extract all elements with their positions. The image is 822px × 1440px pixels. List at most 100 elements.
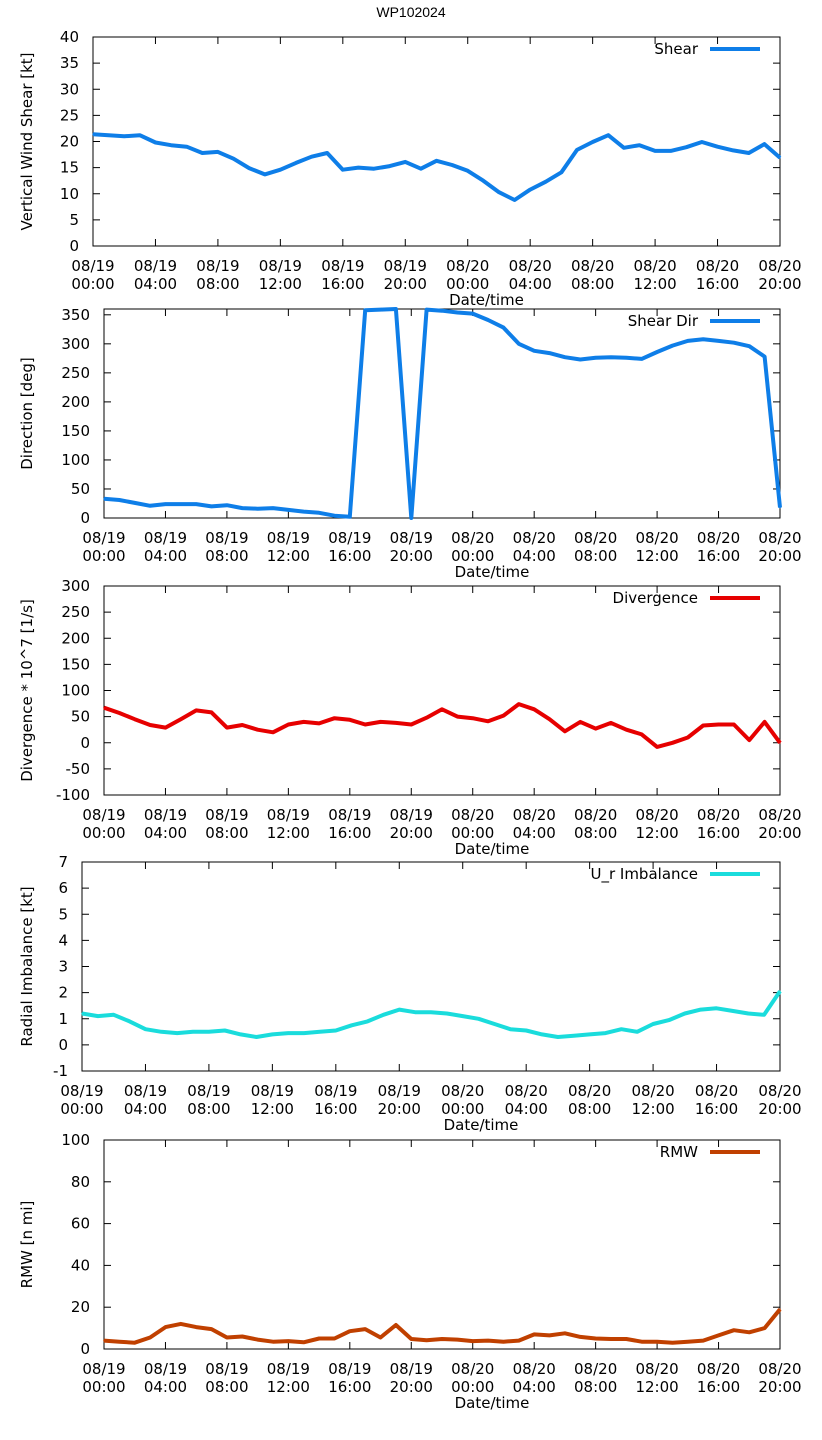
data-point <box>518 703 520 705</box>
x-tick-label-date: 08/19 <box>60 1082 103 1100</box>
chart-panel-2: 05010015020025030035008/1900:0008/1904:0… <box>18 306 802 581</box>
x-tick-label-time: 00:00 <box>82 547 125 565</box>
x-tick-label-time: 08:00 <box>568 1100 611 1118</box>
data-point <box>103 1339 105 1342</box>
data-point <box>451 164 453 166</box>
x-tick-label-date: 08/20 <box>633 257 676 275</box>
x-tick-label-date: 08/19 <box>205 1360 248 1378</box>
data-point <box>176 1032 178 1034</box>
data-point <box>466 170 469 172</box>
x-tick-label-time: 04:00 <box>509 275 552 293</box>
data-point <box>107 134 110 136</box>
data-point <box>699 1008 702 1011</box>
data-point <box>717 1334 720 1337</box>
data-point <box>509 1028 512 1030</box>
data-point <box>149 505 151 507</box>
x-tick-label-time: 12:00 <box>633 275 676 293</box>
data-point <box>533 350 535 352</box>
data-point <box>594 727 597 730</box>
data-point <box>573 1034 575 1037</box>
data-point <box>748 1331 751 1334</box>
x-tick-label-time: 04:00 <box>144 824 187 842</box>
x-tick-label-date: 08/19 <box>328 1360 371 1378</box>
y-tick-label: 15 <box>60 159 79 177</box>
data-point <box>604 1032 607 1034</box>
data-point <box>576 149 578 151</box>
data-point <box>133 1341 136 1344</box>
data-point <box>640 358 643 360</box>
data-point <box>226 504 228 507</box>
y-tick-label: 0 <box>80 1340 90 1358</box>
x-tick-label-time: 12:00 <box>259 275 302 293</box>
y-axis-label: Direction [deg] <box>18 357 36 470</box>
data-point <box>256 728 259 731</box>
x-tick-label-time: 20:00 <box>758 1100 801 1118</box>
y-tick-label: 300 <box>61 577 90 595</box>
data-point <box>733 723 735 726</box>
data-point <box>610 722 612 724</box>
x-tick-label-time: 20:00 <box>758 547 801 565</box>
data-point <box>518 343 520 345</box>
data-point <box>685 146 688 148</box>
x-tick-label-date: 08/20 <box>441 1082 484 1100</box>
data-point <box>398 1008 401 1011</box>
data-point <box>687 340 689 342</box>
data-point <box>185 145 188 148</box>
data-point <box>471 1340 474 1342</box>
data-point <box>441 309 443 312</box>
data-point <box>625 728 628 731</box>
data-point <box>241 724 244 726</box>
data-point <box>170 144 172 146</box>
data-point <box>513 199 516 201</box>
x-tick-label-date: 08/19 <box>328 529 371 547</box>
data-point <box>669 150 672 152</box>
series-line-rmw <box>103 1308 782 1345</box>
legend-label: Shear Dir <box>628 312 699 330</box>
data-point <box>747 1012 750 1015</box>
data-point <box>144 1028 147 1030</box>
x-tick-label-date: 08/20 <box>571 257 614 275</box>
data-point <box>425 716 428 719</box>
x-tick-label-date: 08/19 <box>187 1082 230 1100</box>
x-tick-label-date: 08/20 <box>631 1082 674 1100</box>
x-tick-label-time: 16:00 <box>697 547 740 565</box>
page-title: WP102024 <box>376 4 445 20</box>
data-point <box>92 133 94 135</box>
data-point <box>654 150 656 152</box>
data-point <box>373 167 375 170</box>
data-point <box>430 1011 432 1013</box>
data-point <box>379 721 382 723</box>
x-axis-label: Date/time <box>444 1116 519 1134</box>
x-tick-label-time: 04:00 <box>513 547 556 565</box>
x-tick-label-time: 12:00 <box>635 824 678 842</box>
data-point <box>548 352 551 354</box>
x-tick-label-date: 08/20 <box>697 1360 740 1378</box>
x-tick-label-date: 08/20 <box>513 1360 556 1378</box>
y-tick-label: 200 <box>61 629 90 647</box>
data-point <box>640 733 643 736</box>
data-point <box>342 168 344 171</box>
x-tick-label-time: 08:00 <box>574 824 617 842</box>
x-tick-label-date: 08/20 <box>446 257 489 275</box>
x-tick-label-date: 08/19 <box>196 257 239 275</box>
x-tick-label-time: 00:00 <box>82 1378 125 1396</box>
data-point <box>763 1014 765 1016</box>
x-tick-label-time: 08:00 <box>205 824 248 842</box>
data-point <box>410 1338 413 1340</box>
x-tick-label-date: 08/19 <box>390 529 433 547</box>
data-point <box>210 1328 213 1330</box>
x-tick-label-date: 08/19 <box>378 1082 421 1100</box>
data-point <box>192 1031 194 1033</box>
data-point <box>487 319 489 321</box>
data-point <box>160 1031 163 1033</box>
x-tick-label-date: 08/19 <box>267 1360 310 1378</box>
data-point <box>671 1341 674 1344</box>
x-tick-label-time: 20:00 <box>390 824 433 842</box>
x-tick-label-time: 08:00 <box>571 275 614 293</box>
data-point <box>295 162 297 164</box>
series-line-u-r-imbalance <box>81 990 782 1039</box>
data-point <box>217 151 219 153</box>
y-tick-label: 100 <box>61 451 90 469</box>
chart-panel-4: -10123456708/1900:0008/1904:0008/1908:00… <box>18 853 802 1134</box>
